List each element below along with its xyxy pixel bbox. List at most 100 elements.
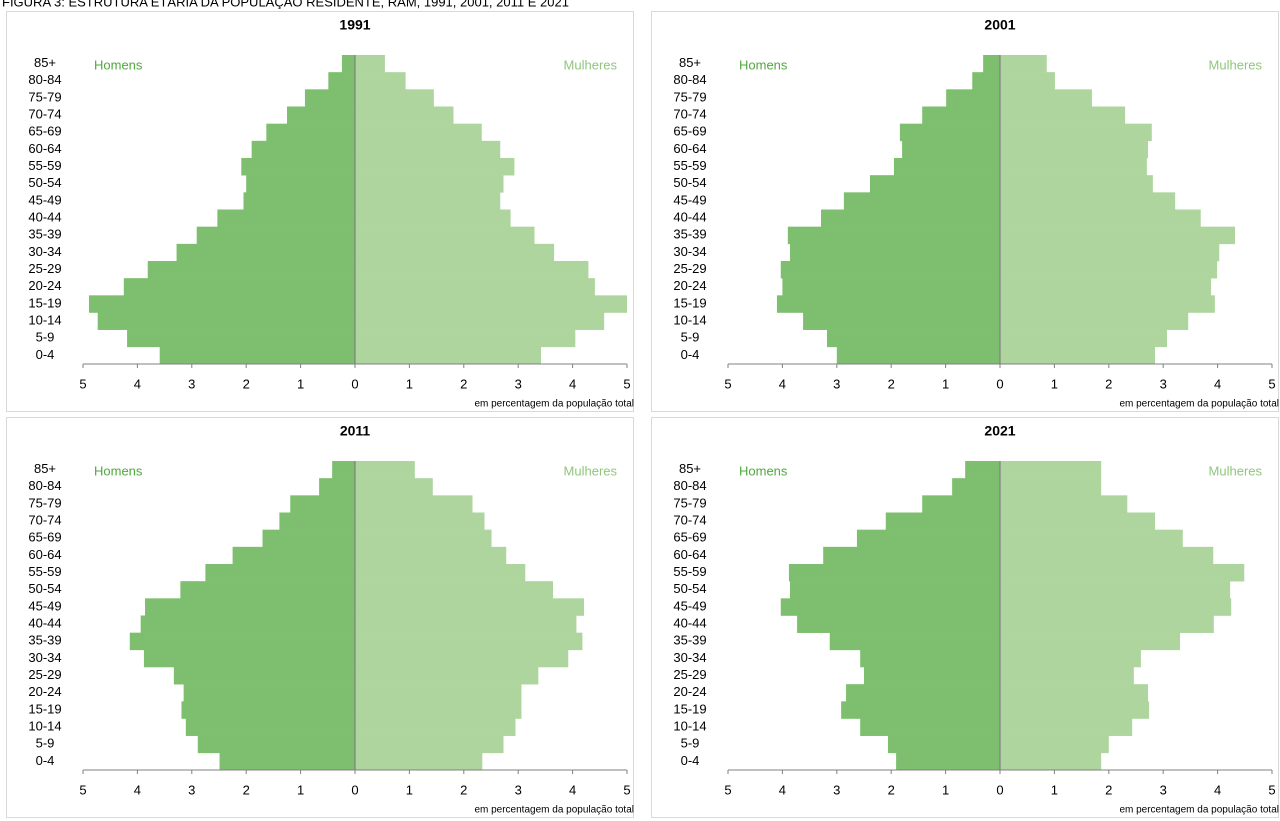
bar bbox=[1000, 158, 1147, 176]
x-tick-label: 3 bbox=[515, 376, 522, 391]
bar bbox=[319, 478, 355, 496]
y-tick-label: 70-74 bbox=[673, 513, 706, 528]
bar bbox=[290, 495, 355, 513]
y-tick-label: 60-64 bbox=[673, 141, 706, 156]
y-tick-label: 0-4 bbox=[36, 753, 55, 768]
bar bbox=[355, 512, 485, 530]
bar bbox=[232, 546, 355, 565]
y-tick-label: 0-4 bbox=[36, 347, 55, 362]
y-tick-label: 50-54 bbox=[673, 581, 706, 596]
y-tick-label: 35-39 bbox=[28, 227, 61, 242]
bar bbox=[797, 615, 1000, 633]
y-tick-label: 25-29 bbox=[28, 667, 61, 682]
bar bbox=[176, 243, 355, 262]
y-tick-label: 35-39 bbox=[673, 633, 706, 648]
legend-label: Homens bbox=[94, 57, 143, 72]
x-tick-label: 5 bbox=[724, 376, 731, 391]
x-tick-label: 0 bbox=[996, 782, 1003, 797]
bar bbox=[782, 278, 1000, 296]
x-tick-label: 5 bbox=[79, 782, 86, 797]
bar bbox=[922, 495, 1000, 513]
y-tick-label: 10-14 bbox=[673, 719, 706, 734]
x-tick-label: 3 bbox=[833, 782, 840, 797]
bar bbox=[787, 226, 1000, 245]
bar bbox=[1000, 209, 1201, 227]
bar bbox=[355, 649, 569, 668]
bar bbox=[843, 192, 1000, 210]
bar bbox=[341, 55, 355, 73]
bar bbox=[123, 278, 355, 296]
y-tick-label: 5-9 bbox=[36, 330, 55, 345]
bar bbox=[780, 261, 1000, 279]
bar bbox=[262, 529, 355, 548]
bar bbox=[827, 329, 1000, 348]
legend-label: Mulheres bbox=[564, 57, 618, 72]
bar bbox=[776, 295, 1000, 313]
y-tick-label: 70-74 bbox=[28, 107, 61, 122]
bar bbox=[355, 632, 583, 651]
bar bbox=[197, 735, 355, 754]
bar bbox=[1000, 261, 1218, 279]
bar bbox=[355, 546, 507, 565]
bar bbox=[972, 72, 1000, 90]
y-tick-label: 85+ bbox=[34, 461, 56, 476]
bar bbox=[279, 512, 355, 530]
bar bbox=[143, 649, 355, 668]
bar bbox=[841, 701, 1000, 719]
y-tick-label: 60-64 bbox=[28, 547, 61, 562]
bar bbox=[846, 684, 1000, 702]
x-tick-label: 2 bbox=[1105, 782, 1112, 797]
chart-title: 2011 bbox=[340, 423, 371, 439]
x-tick-label: 2 bbox=[460, 376, 467, 391]
bar bbox=[1000, 718, 1133, 736]
bar bbox=[1000, 295, 1215, 313]
bar bbox=[1000, 346, 1156, 365]
bar bbox=[241, 158, 355, 176]
y-tick-label: 20-24 bbox=[28, 684, 61, 699]
y-tick-label: 20-24 bbox=[673, 684, 706, 699]
chart-title: 2021 bbox=[984, 423, 1015, 439]
y-tick-label: 30-34 bbox=[673, 650, 706, 665]
x-tick-label: 1 bbox=[406, 782, 413, 797]
y-tick-label: 80-84 bbox=[28, 72, 61, 87]
x-tick-label: 4 bbox=[569, 782, 576, 797]
bar bbox=[1000, 701, 1150, 719]
x-axis-label: em percentagem da população total bbox=[474, 399, 634, 410]
bar bbox=[355, 735, 504, 754]
bar bbox=[355, 243, 555, 262]
bar bbox=[355, 529, 492, 548]
x-tick-label: 0 bbox=[996, 376, 1003, 391]
bar bbox=[217, 209, 355, 227]
y-tick-label: 85+ bbox=[34, 55, 56, 70]
bar bbox=[173, 667, 355, 685]
y-tick-label: 50-54 bbox=[673, 175, 706, 190]
x-tick-label: 4 bbox=[134, 782, 141, 797]
panel-border bbox=[6, 417, 634, 818]
y-tick-label: 10-14 bbox=[28, 719, 61, 734]
x-tick-label: 3 bbox=[188, 782, 195, 797]
y-tick-label: 55-59 bbox=[28, 158, 61, 173]
y-tick-label: 15-19 bbox=[28, 701, 61, 716]
bar bbox=[1000, 752, 1102, 771]
y-tick-label: 65-69 bbox=[28, 124, 61, 139]
bar bbox=[1000, 175, 1153, 193]
bar bbox=[205, 564, 355, 582]
bar bbox=[266, 123, 355, 142]
x-tick-label: 3 bbox=[1160, 782, 1167, 797]
x-tick-label: 0 bbox=[351, 782, 358, 797]
bar bbox=[1000, 72, 1055, 90]
bar bbox=[243, 192, 355, 210]
x-tick-label: 3 bbox=[188, 376, 195, 391]
bar bbox=[788, 564, 1000, 582]
x-tick-label: 2 bbox=[888, 782, 895, 797]
bar bbox=[829, 632, 1000, 651]
panel-border bbox=[651, 11, 1279, 412]
bar bbox=[355, 752, 483, 771]
bar bbox=[355, 295, 627, 313]
bar bbox=[1000, 192, 1176, 210]
pyramid-panel: 2001 0-4 5-9 10-14 15-19 20-24 25-29 30-34 35-39… bbox=[651, 11, 1279, 412]
y-tick-label: 60-64 bbox=[28, 141, 61, 156]
bar bbox=[1000, 89, 1092, 107]
bar bbox=[1000, 735, 1109, 754]
